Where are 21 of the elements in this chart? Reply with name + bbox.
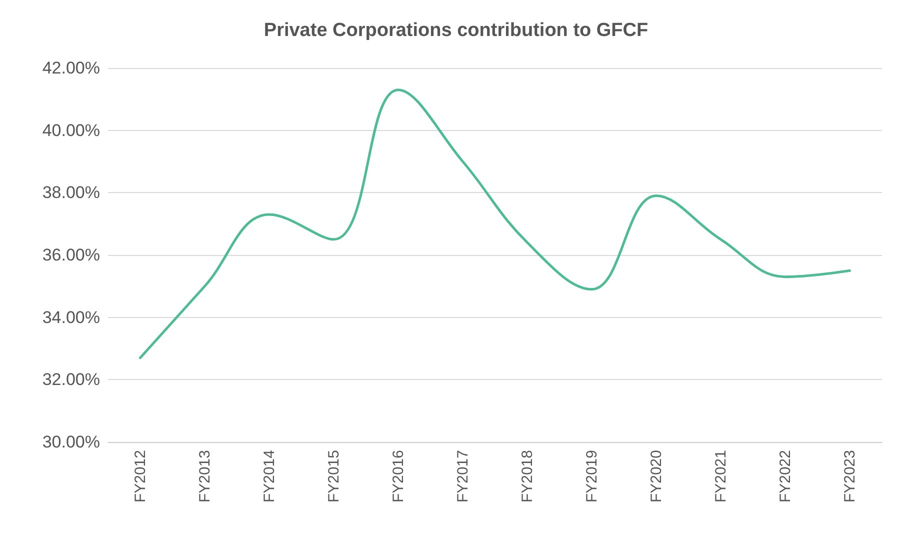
x-tick-label: FY2020 (648, 450, 665, 503)
line-series (139, 88, 851, 360)
x-tick-label: FY2012 (132, 450, 149, 503)
x-tick-label: FY2022 (776, 450, 794, 503)
y-tick-label: 42.00% (42, 58, 100, 78)
y-tick-label: 30.00% (42, 432, 100, 452)
y-tick-label: 38.00% (42, 183, 100, 202)
x-tick-label: FY2021 (712, 450, 730, 503)
x-tick-label: FY2017 (454, 450, 472, 503)
x-tick-label: FY2014 (260, 450, 278, 503)
x-tick-label: FY2016 (390, 450, 407, 503)
x-tick-label: FY2015 (325, 450, 342, 503)
x-tick-label: FY2013 (196, 450, 214, 503)
y-tick-label: 32.00% (42, 370, 100, 390)
y-tick-label: 40.00% (42, 120, 100, 140)
y-tick-label: 36.00% (42, 246, 100, 264)
x-tick-label: FY2019 (583, 450, 600, 503)
y-tick-label: 34.00% (42, 308, 100, 327)
chart-title: Private Corporations contribution to GFCF (264, 20, 648, 41)
x-tick-label: FY2023 (841, 450, 858, 503)
x-tick-label: FY2018 (518, 450, 536, 503)
